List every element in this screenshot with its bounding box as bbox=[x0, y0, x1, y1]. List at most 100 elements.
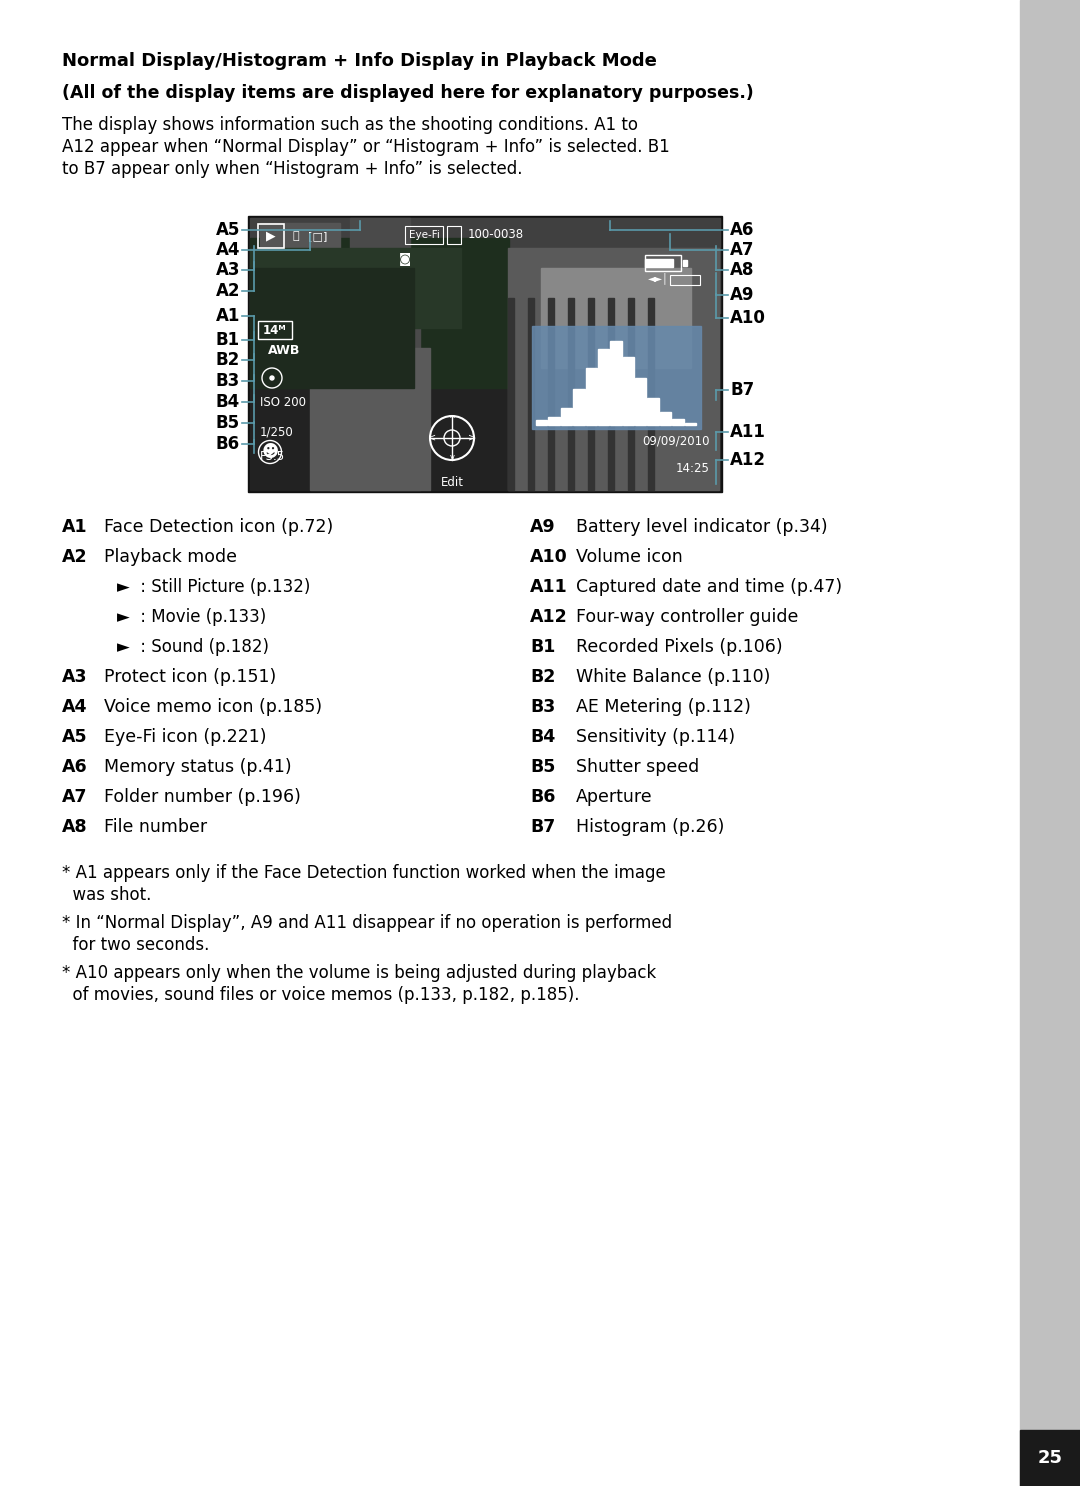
Bar bbox=[568, 299, 573, 490]
Text: Sensitivity (p.114): Sensitivity (p.114) bbox=[576, 728, 735, 746]
Text: of movies, sound files or voice memos (p.133, p.182, p.185).: of movies, sound files or voice memos (p… bbox=[62, 987, 580, 1005]
Text: >: > bbox=[468, 432, 476, 443]
Bar bbox=[249, 218, 720, 314]
Text: F3.5: F3.5 bbox=[260, 450, 285, 464]
Text: B1: B1 bbox=[530, 637, 555, 655]
Text: A5: A5 bbox=[216, 221, 240, 239]
Text: A4: A4 bbox=[216, 241, 240, 259]
Text: 09/09/2010: 09/09/2010 bbox=[643, 434, 710, 447]
Text: for two seconds.: for two seconds. bbox=[62, 936, 210, 954]
Bar bbox=[249, 267, 414, 388]
Text: The display shows information such as the shooting conditions. A1 to: The display shows information such as th… bbox=[62, 116, 638, 134]
Text: Battery level indicator (p.34): Battery level indicator (p.34) bbox=[576, 519, 827, 536]
Bar bbox=[1020, 0, 1080, 1486]
Text: A10: A10 bbox=[530, 548, 568, 566]
Bar bbox=[532, 325, 701, 429]
Text: B3: B3 bbox=[530, 698, 555, 716]
Text: A12: A12 bbox=[730, 450, 766, 470]
Text: B7: B7 bbox=[730, 380, 754, 400]
Bar bbox=[447, 226, 461, 244]
Text: ►  : Movie (p.133): ► : Movie (p.133) bbox=[117, 608, 267, 626]
Bar bbox=[528, 299, 534, 490]
Text: to B7 appear only when “Histogram + Info” is selected.: to B7 appear only when “Histogram + Info… bbox=[62, 160, 523, 178]
Text: 25: 25 bbox=[1038, 1449, 1063, 1467]
Text: Eye-Fi: Eye-Fi bbox=[408, 230, 440, 241]
Text: Histogram (p.26): Histogram (p.26) bbox=[576, 817, 725, 837]
Bar bbox=[683, 260, 687, 266]
Bar bbox=[585, 369, 597, 425]
Bar bbox=[648, 299, 654, 490]
Text: Edit: Edit bbox=[441, 476, 463, 489]
Text: Shutter speed: Shutter speed bbox=[576, 758, 699, 776]
Text: A12 appear when “Normal Display” or “Histogram + Info” is selected. B1: A12 appear when “Normal Display” or “His… bbox=[62, 138, 670, 156]
Text: v: v bbox=[449, 453, 455, 462]
Bar bbox=[258, 321, 292, 339]
Text: B7: B7 bbox=[530, 817, 555, 837]
Text: A3: A3 bbox=[216, 262, 240, 279]
Text: ISO 200: ISO 200 bbox=[260, 395, 306, 409]
Text: B4: B4 bbox=[216, 392, 240, 412]
Bar bbox=[549, 418, 559, 425]
Bar bbox=[548, 299, 554, 490]
Bar bbox=[1020, 1430, 1080, 1486]
Text: ^: ^ bbox=[448, 416, 456, 425]
Bar bbox=[685, 424, 696, 425]
Text: B4: B4 bbox=[530, 728, 555, 746]
Bar bbox=[573, 389, 584, 425]
Text: A5: A5 bbox=[62, 728, 87, 746]
Text: A1: A1 bbox=[62, 519, 87, 536]
Text: ⚿: ⚿ bbox=[293, 230, 299, 241]
Text: ►  : Still Picture (p.132): ► : Still Picture (p.132) bbox=[117, 578, 310, 596]
Bar bbox=[249, 248, 461, 328]
Text: Memory status (p.41): Memory status (p.41) bbox=[104, 758, 292, 776]
Text: Protect icon (p.151): Protect icon (p.151) bbox=[104, 669, 276, 687]
Text: 100-0038: 100-0038 bbox=[468, 229, 524, 242]
Text: [□]: [□] bbox=[308, 230, 327, 241]
Text: A7: A7 bbox=[62, 788, 87, 805]
Text: Playback mode: Playback mode bbox=[104, 548, 237, 566]
Text: A1: A1 bbox=[216, 308, 240, 325]
Bar bbox=[588, 299, 594, 490]
Text: Eye-Fi icon (p.221): Eye-Fi icon (p.221) bbox=[104, 728, 267, 746]
Text: A8: A8 bbox=[730, 262, 754, 279]
Text: Volume icon: Volume icon bbox=[576, 548, 683, 566]
Text: B6: B6 bbox=[216, 435, 240, 453]
Text: Face Detection icon (p.72): Face Detection icon (p.72) bbox=[104, 519, 334, 536]
Text: ►  : Sound (p.182): ► : Sound (p.182) bbox=[117, 637, 269, 655]
Text: A11: A11 bbox=[530, 578, 568, 596]
Text: * A1 appears only if the Face Detection function worked when the image: * A1 appears only if the Face Detection … bbox=[62, 863, 665, 883]
Text: ▶: ▶ bbox=[266, 229, 275, 242]
Text: 1/250: 1/250 bbox=[260, 425, 294, 438]
Text: A2: A2 bbox=[62, 548, 87, 566]
Text: A9: A9 bbox=[730, 285, 755, 305]
Text: A3: A3 bbox=[62, 669, 87, 687]
Bar bbox=[623, 357, 634, 425]
Text: A6: A6 bbox=[62, 758, 87, 776]
Text: B3: B3 bbox=[216, 372, 240, 389]
Text: AWB: AWB bbox=[268, 345, 300, 358]
Text: A10: A10 bbox=[730, 309, 766, 327]
Text: A11: A11 bbox=[730, 424, 766, 441]
Bar bbox=[258, 224, 284, 248]
Bar bbox=[248, 215, 723, 492]
Bar bbox=[627, 299, 634, 490]
Bar bbox=[536, 421, 548, 425]
Text: Four-way controller guide: Four-way controller guide bbox=[576, 608, 798, 626]
Text: A6: A6 bbox=[730, 221, 754, 239]
Text: A12: A12 bbox=[530, 608, 568, 626]
Bar bbox=[249, 238, 509, 388]
Bar bbox=[508, 299, 514, 490]
Bar bbox=[608, 299, 615, 490]
Text: 14ᴹ: 14ᴹ bbox=[264, 324, 287, 336]
Text: B5: B5 bbox=[530, 758, 555, 776]
Text: File number: File number bbox=[104, 817, 207, 837]
Bar bbox=[672, 419, 684, 425]
Text: Aperture: Aperture bbox=[576, 788, 652, 805]
Bar bbox=[249, 218, 720, 490]
Text: * In “Normal Display”, A9 and A11 disappear if no operation is performed: * In “Normal Display”, A9 and A11 disapp… bbox=[62, 914, 672, 932]
Text: Folder number (p.196): Folder number (p.196) bbox=[104, 788, 301, 805]
Text: ☻: ☻ bbox=[261, 443, 279, 461]
Bar bbox=[648, 398, 659, 425]
Text: A7: A7 bbox=[730, 241, 755, 259]
Text: 14:25: 14:25 bbox=[676, 462, 710, 474]
